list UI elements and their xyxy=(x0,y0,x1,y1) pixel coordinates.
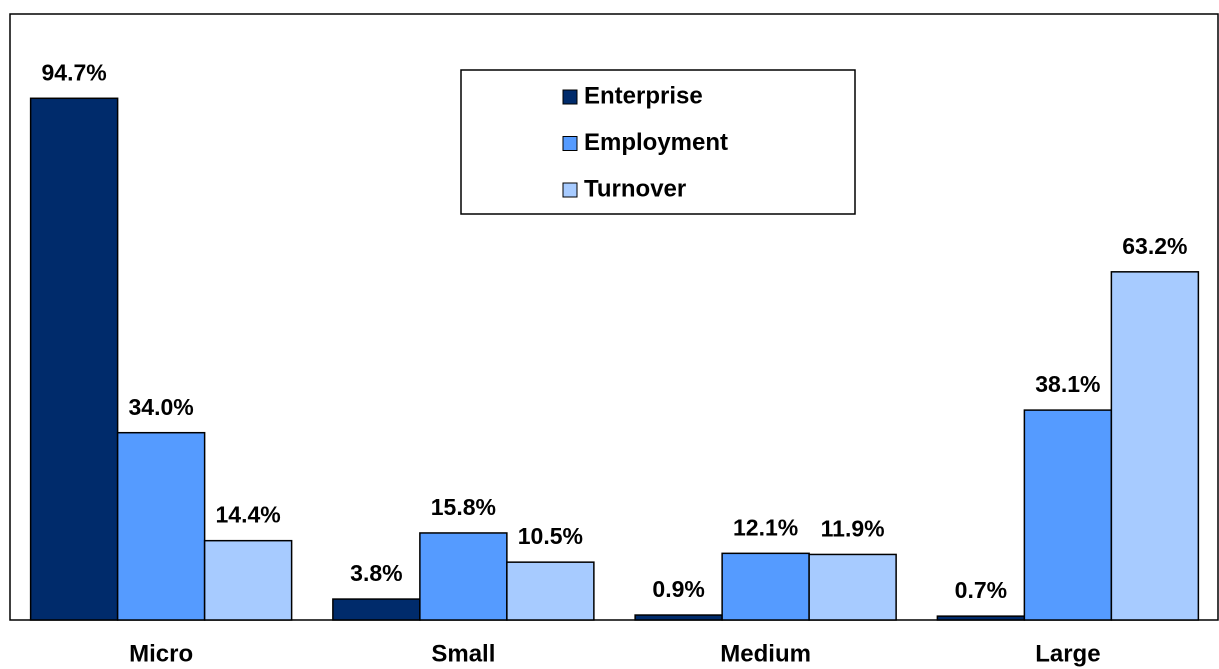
bar xyxy=(936,615,1026,621)
bar xyxy=(332,598,421,621)
data-label: 11.9% xyxy=(821,516,885,542)
x-tick-label: Small xyxy=(431,640,495,667)
legend-marker xyxy=(562,89,578,105)
data-label: 0.9% xyxy=(652,576,704,602)
bar xyxy=(506,561,595,621)
legend-label: Enterprise xyxy=(584,82,703,109)
data-label: 0.7% xyxy=(955,577,1007,603)
bar xyxy=(203,539,293,621)
x-tick-label: Micro xyxy=(129,640,193,667)
bar xyxy=(634,614,723,621)
data-label: 14.4% xyxy=(216,502,281,528)
legend-box xyxy=(460,69,856,215)
bar xyxy=(721,552,810,621)
x-tick-label: Large xyxy=(1035,640,1100,667)
legend-marker xyxy=(562,136,578,151)
data-label: 94.7% xyxy=(42,59,107,85)
legend-label: Turnover xyxy=(584,175,686,202)
data-label: 15.8% xyxy=(431,494,496,520)
data-label: 10.5% xyxy=(518,523,583,549)
data-label: 12.1% xyxy=(733,514,798,540)
bar xyxy=(419,532,508,621)
bar xyxy=(1110,271,1200,621)
data-label: 38.1% xyxy=(1035,371,1100,397)
data-label: 3.8% xyxy=(350,560,402,586)
legend-label: Employment xyxy=(584,129,728,156)
data-label: 34.0% xyxy=(129,394,194,420)
bar xyxy=(1023,409,1113,621)
bar xyxy=(808,553,897,621)
bar xyxy=(116,431,206,621)
x-tick-label: Medium xyxy=(720,640,811,667)
bar xyxy=(29,97,119,621)
data-label: 63.2% xyxy=(1122,233,1187,259)
legend-marker xyxy=(562,182,578,198)
